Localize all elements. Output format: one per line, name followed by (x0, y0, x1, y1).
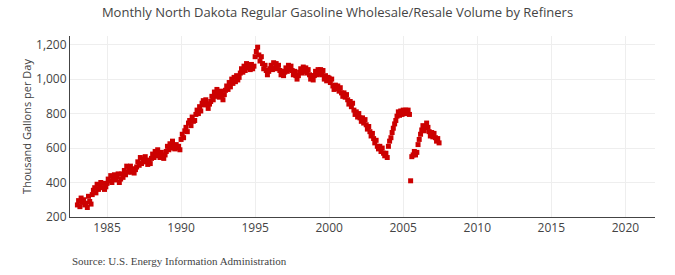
svg-text:1985: 1985 (93, 219, 121, 236)
svg-text:400: 400 (46, 174, 67, 191)
svg-text:2000: 2000 (315, 219, 343, 236)
svg-text:600: 600 (46, 139, 67, 156)
svg-text:2005: 2005 (390, 219, 418, 236)
svg-text:2020: 2020 (612, 219, 640, 236)
svg-text:2010: 2010 (464, 219, 492, 236)
svg-text:800: 800 (46, 105, 67, 122)
svg-text:Source: U.S. Energy Informatio: Source: U.S. Energy Information Administ… (72, 255, 287, 267)
svg-text:1990: 1990 (167, 219, 195, 236)
svg-text:Monthly North Dakota Regular G: Monthly North Dakota Regular Gasoline Wh… (102, 3, 573, 21)
svg-text:1,000: 1,000 (36, 70, 67, 87)
svg-text:1,200: 1,200 (36, 36, 67, 53)
svg-text:Thousand Gallons per Day: Thousand Gallons per Day (19, 59, 34, 194)
svg-text:2015: 2015 (538, 219, 566, 236)
svg-text:1995: 1995 (241, 219, 269, 236)
svg-text:200: 200 (46, 208, 67, 225)
